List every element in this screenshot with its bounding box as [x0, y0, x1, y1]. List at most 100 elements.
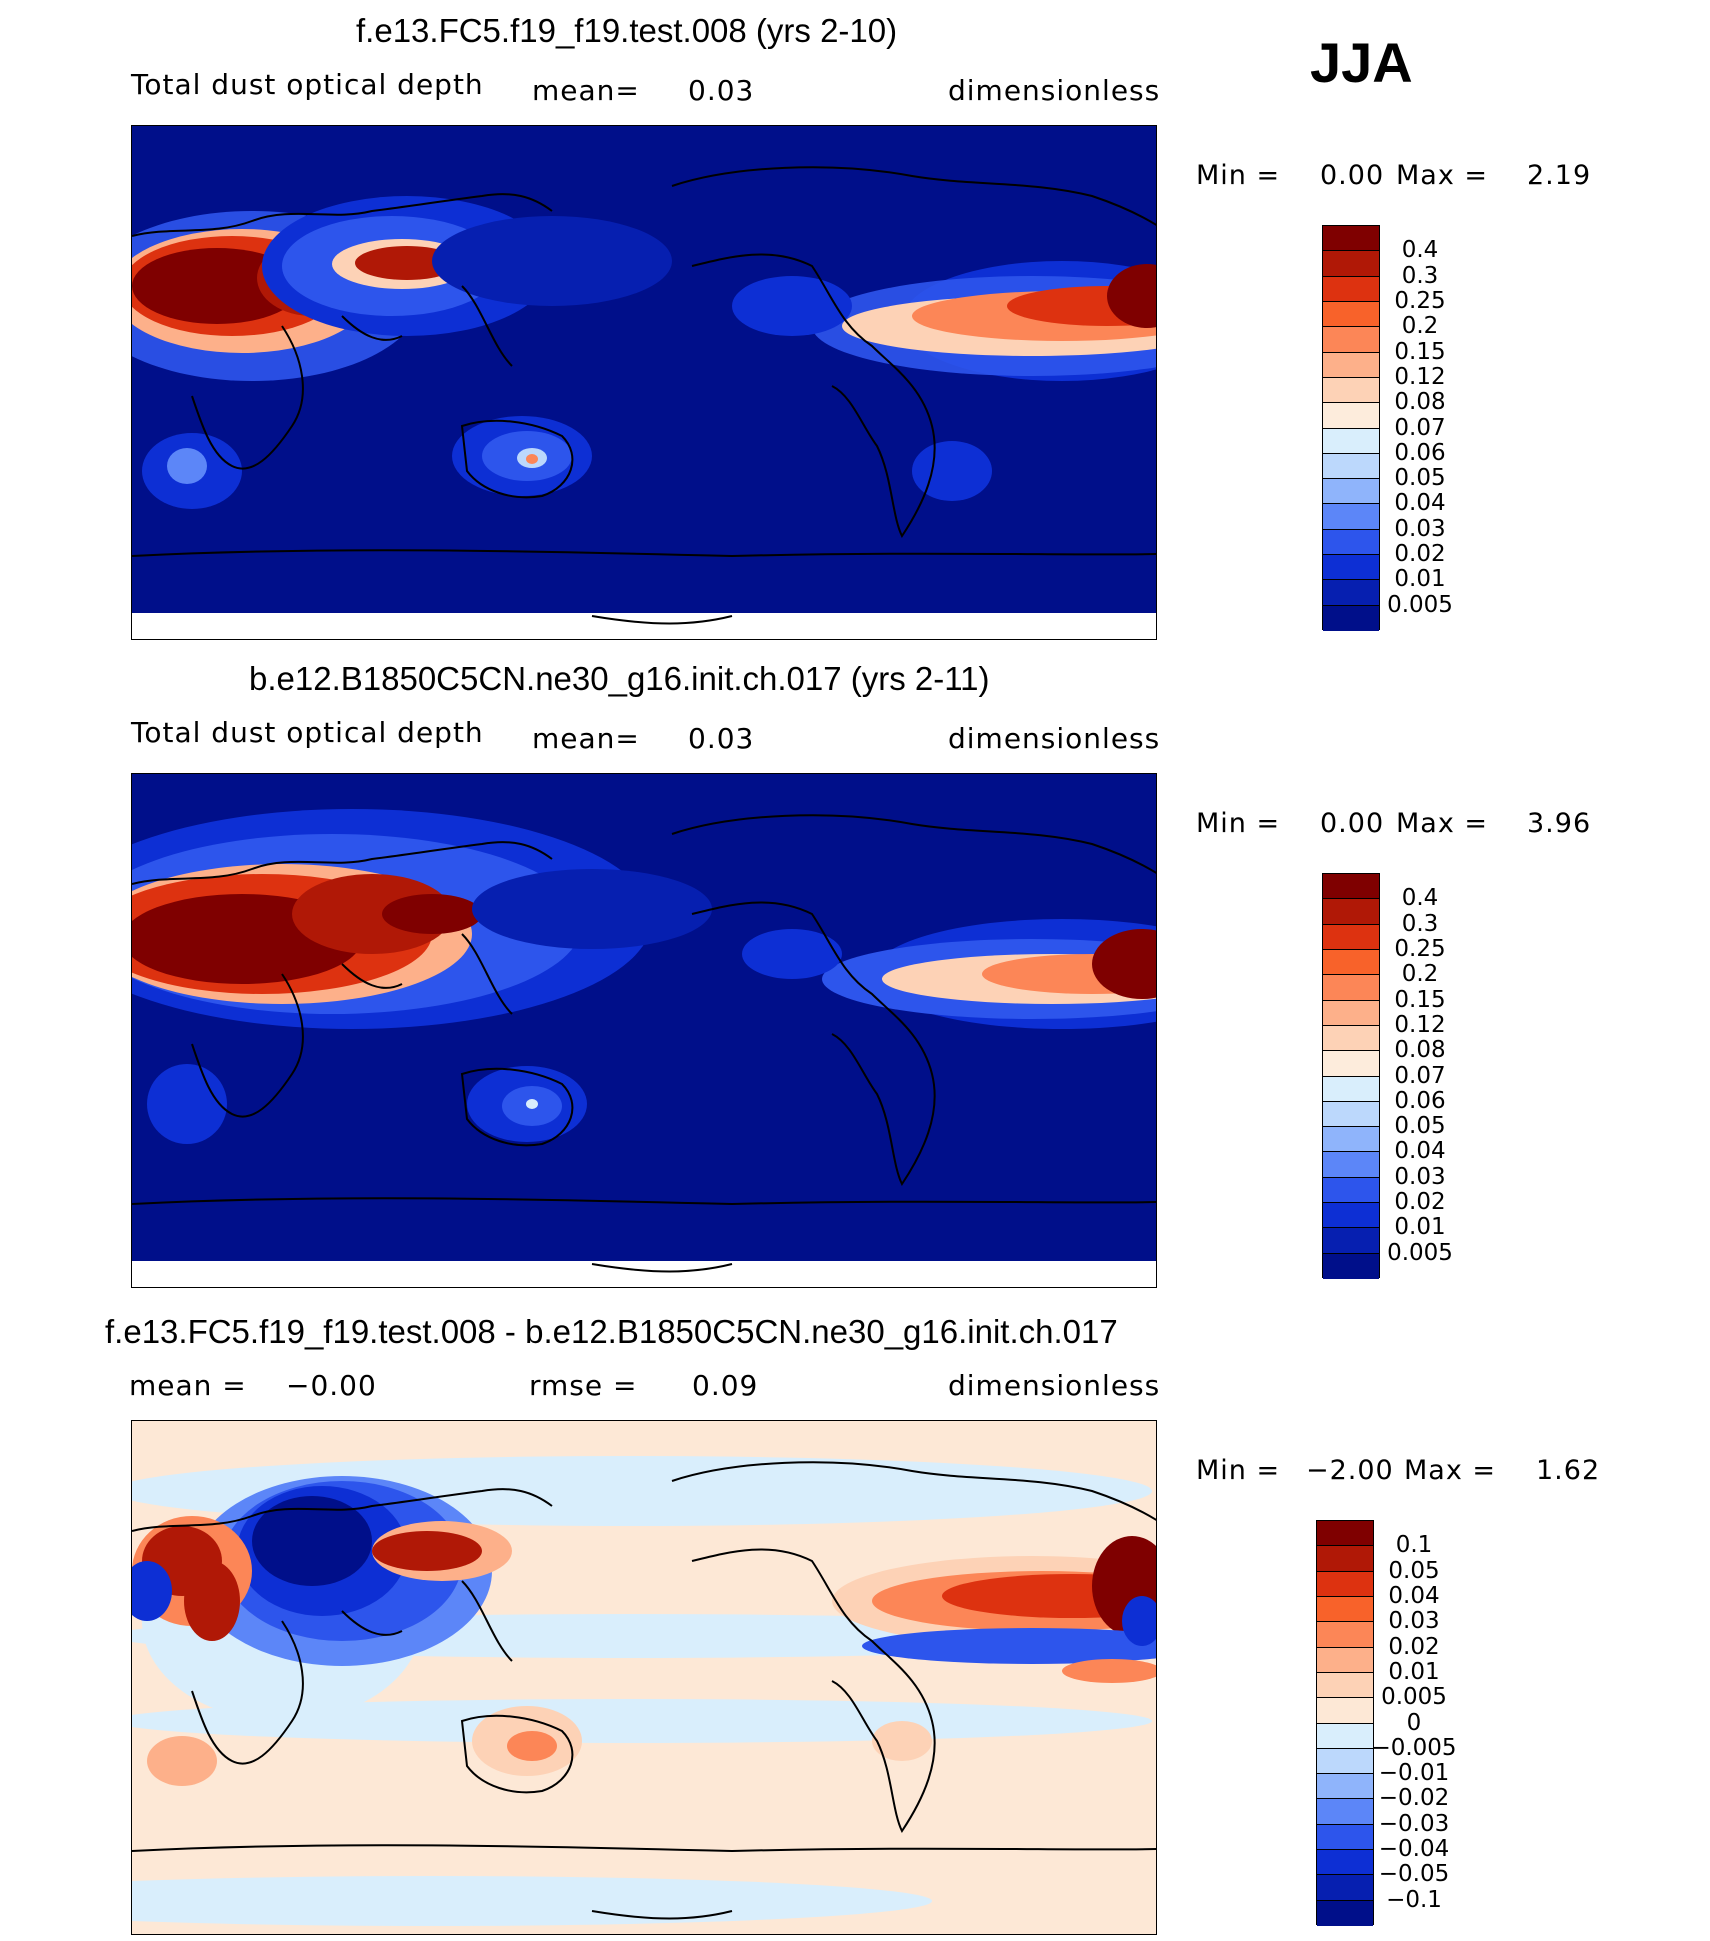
colorbar-label: 0.2	[1401, 961, 1439, 988]
coastlines	[132, 166, 1156, 625]
colorbar-label: −0.04	[1378, 1836, 1450, 1863]
colorbar-swatch	[1317, 1900, 1373, 1926]
colorbar-swatch	[1323, 377, 1379, 404]
colorbar-swatch	[1317, 1875, 1373, 1901]
panel3-min-label: Min =	[1196, 1455, 1281, 1486]
colorbar-label: 0.01	[1388, 1658, 1440, 1685]
colorbar-label: 0.06	[1394, 439, 1446, 466]
panel2-max-value: 3.96	[1527, 808, 1592, 839]
colorbar-swatch	[1323, 899, 1379, 925]
panel3-max-value: 1.62	[1536, 1455, 1601, 1486]
colorbar-swatch	[1317, 1546, 1373, 1572]
colorbar-swatch	[1323, 1228, 1379, 1254]
colorbar-swatch	[1323, 276, 1379, 302]
colorbar-label: 0.08	[1394, 389, 1446, 416]
panel1-variable: Total dust optical depth	[131, 68, 484, 101]
panel3-rmse-label: rmse =	[529, 1369, 638, 1402]
colorbar-swatch	[1317, 1723, 1373, 1749]
colorbar-swatch	[1323, 555, 1379, 581]
colorbar-swatch	[1323, 1051, 1379, 1077]
colorbar-swatch	[1323, 479, 1379, 505]
panel3-units: dimensionless	[948, 1369, 1161, 1402]
colorbar-swatch	[1323, 1000, 1379, 1026]
panel3-rmse-value: 0.09	[692, 1369, 759, 1402]
colorbar-swatch	[1317, 1748, 1373, 1775]
colorbar-label: 0.1	[1395, 1532, 1433, 1559]
colorbar-swatch	[1323, 1177, 1379, 1204]
colorbar-label: 0.12	[1394, 1011, 1446, 1038]
colorbar-label: 0.05	[1388, 1557, 1440, 1584]
colorbar-label: 0.4	[1401, 885, 1439, 912]
panel2-map	[131, 773, 1157, 1288]
colorbar-label: 0.04	[1394, 1138, 1446, 1165]
colorbar-label: 0.005	[1387, 1239, 1453, 1266]
colorbar-swatch	[1323, 975, 1379, 1001]
colorbar-label: −0.005	[1371, 1734, 1457, 1761]
panel3-title: f.e13.FC5.f19_f19.test.008 - b.e12.B1850…	[105, 1313, 1118, 1350]
colorbar-swatch	[1323, 605, 1379, 631]
colorbar-swatch	[1323, 529, 1379, 556]
colorbar-swatch	[1317, 1824, 1373, 1851]
colorbar-swatch	[1323, 924, 1379, 950]
colorbar-label: 0.08	[1394, 1037, 1446, 1064]
panel1-mean-value: 0.03	[688, 74, 755, 107]
panel1-contour-plot	[132, 126, 1156, 625]
colorbar-swatch	[1317, 1698, 1373, 1724]
colorbar-label: −0.02	[1378, 1785, 1450, 1812]
panel1-map	[131, 125, 1157, 640]
colorbar-swatch	[1317, 1571, 1373, 1597]
colorbar-swatches	[1316, 1520, 1374, 1926]
colorbar-label: 0.3	[1401, 262, 1439, 289]
colorbar-swatch	[1317, 1647, 1373, 1673]
colorbar-label: −0.05	[1378, 1861, 1450, 1888]
panel2-units: dimensionless	[948, 722, 1161, 755]
panel2-min-label: Min =	[1196, 808, 1281, 839]
colorbar-swatch	[1323, 1127, 1379, 1153]
colorbar-label: 0.25	[1394, 287, 1446, 314]
colorbar-swatch	[1323, 251, 1379, 277]
colorbar-swatch	[1323, 428, 1379, 454]
season-label: JJA	[1310, 31, 1413, 94]
colorbar-label: 0.02	[1394, 1189, 1446, 1216]
colorbar-swatch	[1323, 504, 1379, 530]
colorbar-swatch	[1323, 1152, 1379, 1178]
panel1-min-label: Min =	[1196, 160, 1281, 191]
panel2-mean-label: mean=	[532, 722, 640, 755]
colorbar-label: 0.02	[1394, 541, 1446, 568]
colorbar-label: 0.07	[1394, 1062, 1446, 1089]
panel2-variable: Total dust optical depth	[131, 716, 484, 749]
colorbar-label: 0.12	[1394, 363, 1446, 390]
coastlines	[132, 814, 1156, 1273]
colorbar-label: 0.15	[1394, 338, 1446, 365]
colorbar-swatch	[1323, 949, 1379, 976]
colorbar-swatch	[1317, 1799, 1373, 1825]
panel1-mean-label: mean=	[532, 74, 640, 107]
colorbar-swatch	[1317, 1850, 1373, 1876]
colorbar-label: 0.02	[1388, 1633, 1440, 1660]
colorbar-label: 0.4	[1401, 237, 1439, 264]
colorbar-swatch	[1323, 874, 1379, 900]
colorbar-swatch	[1317, 1596, 1373, 1623]
colorbar-swatch	[1323, 1025, 1379, 1052]
colorbar-swatch	[1323, 352, 1379, 378]
colorbar-label: 0.005	[1387, 591, 1453, 618]
colorbar-label: 0.03	[1394, 1163, 1446, 1190]
panel1-units: dimensionless	[948, 74, 1161, 107]
panel3-max-label: Max =	[1404, 1455, 1497, 1486]
colorbar-label: 0.3	[1401, 910, 1439, 937]
colorbar-label: 0.04	[1394, 490, 1446, 517]
colorbar-swatch	[1323, 1076, 1379, 1102]
colorbar-swatch	[1323, 1253, 1379, 1279]
colorbar-label: 0.005	[1381, 1684, 1447, 1711]
colorbar-swatches	[1322, 225, 1380, 631]
colorbar-label: 0.01	[1394, 1214, 1446, 1241]
colorbar-swatch	[1317, 1672, 1373, 1699]
panel1-max-value: 2.19	[1527, 160, 1592, 191]
colorbar-label: −0.03	[1378, 1810, 1450, 1837]
panel3-map	[131, 1420, 1157, 1935]
colorbar-label: −0.1	[1386, 1886, 1442, 1913]
colorbar-swatches	[1322, 873, 1380, 1279]
colorbar-label: 0.05	[1394, 465, 1446, 492]
colorbar-label: 0.01	[1394, 566, 1446, 593]
colorbar-label: 0.07	[1394, 414, 1446, 441]
